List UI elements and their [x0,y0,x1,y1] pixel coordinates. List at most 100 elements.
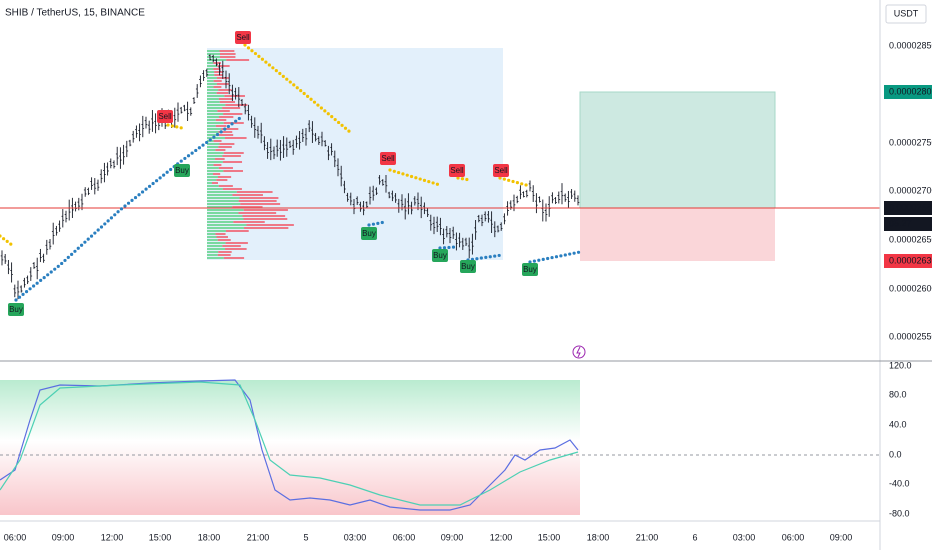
sell-label [493,164,509,177]
profile-bar [207,218,244,220]
profile-bar [207,224,247,226]
profile-bar [207,161,223,163]
profile-bar [224,137,247,139]
profile-bar [207,89,219,91]
profile-bar [246,224,294,226]
symbol-title: SHIB / TetherUS, 15, BINANCE [5,8,145,19]
profile-bar [216,179,228,181]
buy-label [8,303,24,316]
profile-bar [217,254,231,256]
profile-bar [207,71,215,73]
profile-bar [215,158,225,160]
profile-bar [236,191,273,193]
time-label: 03:00 [733,532,756,542]
alert-icon[interactable] [572,345,586,359]
time-label: 06:00 [782,532,805,542]
stop-dots [456,176,472,182]
time-label: 18:00 [198,532,221,542]
profile-bar [207,230,226,232]
profile-bar [226,59,250,61]
sell-label [380,152,396,165]
currency-button[interactable] [885,4,927,24]
profile-bar [207,206,233,208]
profile-bar [222,188,242,190]
profile-bar [215,125,227,127]
signal-text: Sell [158,112,172,121]
profile-bar [221,128,239,130]
profile-bar [207,128,222,130]
time-label: 18:00 [587,532,610,542]
signal-text: Buy [362,229,376,238]
profile-bar [207,92,217,94]
currency: USDT [894,8,919,18]
time-label: 5 [303,532,308,542]
profile-bar [218,131,233,133]
sell-label [235,31,251,44]
signal-text: Buy [175,166,189,175]
profile-bar [215,149,226,151]
buy-label [460,260,476,273]
profile-bar [207,188,223,190]
profile-bar [207,134,219,136]
profile-bar [207,251,219,253]
profile-bar [218,116,234,118]
profile-bar [207,164,214,166]
price-badge-text: 0.00002630 [889,255,932,265]
signal-text: Sell [236,33,250,42]
signal-text: Buy [461,262,475,271]
trailing-stops [0,43,582,302]
profile-bar [215,233,226,235]
signal-text: Sell [450,166,464,175]
profile-bar [207,62,214,64]
profile-bar [207,245,223,247]
time-label: 12:00 [101,532,124,542]
profile-bar [207,200,239,202]
profile-bar [223,122,244,124]
signal-text: Sell [381,154,395,163]
profile-bar [213,68,221,70]
profile-bar [213,80,222,82]
profile-bar [207,209,244,211]
target-zone [579,91,776,209]
profile-bar [222,161,243,163]
price-badge-text: 0.00002681 [889,202,932,212]
buy-label [432,249,448,262]
profile-bar [207,77,217,79]
profile-bar [207,170,224,172]
profile-bar [214,74,223,76]
profile-bar [224,95,245,97]
profile-bar [225,230,249,232]
profile-bar [207,116,219,118]
profile-bar [218,134,234,136]
profile-bar [207,185,219,187]
profile-bar [207,98,219,100]
profile-bar [207,239,218,241]
profile-bar [219,56,236,58]
price-label: 0.00002850 [889,40,932,50]
profile-bar [207,119,216,121]
profile-bar [213,86,222,88]
profile-bar [207,257,224,259]
profile-bar [219,50,235,52]
profile-bar [243,227,289,229]
profile-bar [207,74,215,76]
profile-bar [207,242,226,244]
profile-bar [215,119,227,121]
profile-bar [207,137,225,139]
profile-bar [207,227,244,229]
time-label: 09:00 [441,532,464,542]
profile-bar [218,89,232,91]
profile-bar [218,167,233,169]
profile-bar [207,215,243,217]
indicator-label: 120.0 [889,360,912,370]
profile-bar [243,209,288,211]
buy-label [361,227,377,240]
profile-bar [207,248,226,250]
price-label: 0.00002650 [889,234,932,244]
profile-bar [207,194,233,196]
profile-bar [207,167,219,169]
time-label: 09:00 [830,532,853,542]
profile-bar [207,107,223,109]
profile-bar [207,125,216,127]
profile-bar [207,95,225,97]
